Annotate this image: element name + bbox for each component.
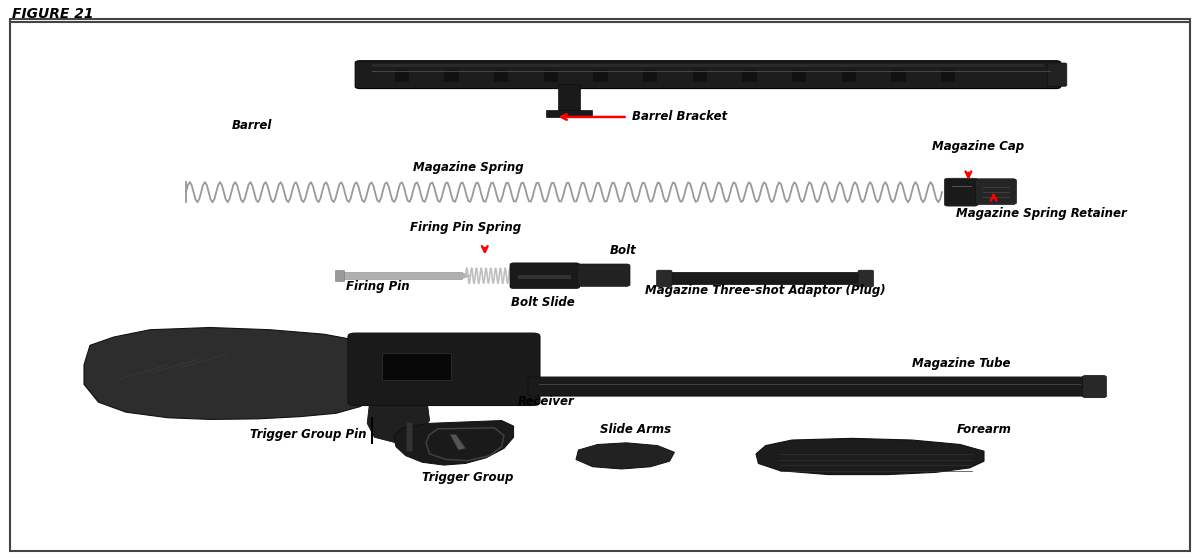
FancyBboxPatch shape bbox=[662, 272, 868, 285]
Polygon shape bbox=[756, 438, 984, 475]
Bar bbox=[941, 70, 955, 82]
Bar bbox=[518, 275, 571, 279]
Bar bbox=[406, 422, 412, 451]
Text: Receiver: Receiver bbox=[517, 395, 575, 408]
FancyBboxPatch shape bbox=[510, 263, 580, 289]
Text: Slide Arms: Slide Arms bbox=[600, 423, 672, 436]
Polygon shape bbox=[394, 421, 514, 465]
Bar bbox=[382, 353, 451, 380]
Text: Trigger Group: Trigger Group bbox=[422, 471, 514, 483]
Bar bbox=[395, 70, 409, 82]
Bar bbox=[593, 70, 607, 82]
Bar bbox=[792, 70, 806, 82]
Text: Firing Pin: Firing Pin bbox=[346, 280, 410, 292]
Bar bbox=[546, 110, 592, 117]
FancyBboxPatch shape bbox=[976, 179, 1016, 204]
Bar bbox=[892, 70, 906, 82]
Text: Firing Pin Spring: Firing Pin Spring bbox=[410, 221, 521, 234]
Bar bbox=[544, 70, 558, 82]
FancyBboxPatch shape bbox=[528, 377, 1091, 396]
Bar bbox=[692, 70, 707, 82]
Text: Magazine Spring: Magazine Spring bbox=[413, 160, 523, 174]
FancyBboxPatch shape bbox=[355, 61, 1061, 89]
FancyBboxPatch shape bbox=[858, 270, 874, 287]
Text: Magazine Three-shot Adaptor (Plug): Magazine Three-shot Adaptor (Plug) bbox=[646, 284, 886, 297]
Text: Forearm: Forearm bbox=[956, 423, 1012, 436]
Text: Barrel: Barrel bbox=[232, 119, 272, 132]
Bar bbox=[335, 270, 344, 281]
Bar bbox=[444, 70, 458, 82]
Bar bbox=[372, 65, 1044, 67]
Polygon shape bbox=[576, 443, 674, 469]
Text: Bolt Slide: Bolt Slide bbox=[510, 296, 575, 309]
FancyBboxPatch shape bbox=[656, 270, 672, 287]
Polygon shape bbox=[367, 402, 430, 443]
FancyBboxPatch shape bbox=[577, 264, 630, 286]
Text: Bolt: Bolt bbox=[610, 244, 636, 257]
Text: Trigger Group Pin: Trigger Group Pin bbox=[250, 428, 366, 441]
Bar bbox=[494, 70, 509, 82]
Bar bbox=[643, 70, 658, 82]
Bar bbox=[743, 70, 757, 82]
Text: Magazine Spring Retainer: Magazine Spring Retainer bbox=[956, 207, 1127, 220]
FancyBboxPatch shape bbox=[1082, 375, 1106, 398]
Text: FIGURE 21: FIGURE 21 bbox=[12, 7, 94, 21]
Polygon shape bbox=[450, 434, 466, 450]
Bar bbox=[342, 272, 462, 279]
Polygon shape bbox=[84, 328, 391, 419]
Bar bbox=[558, 84, 580, 114]
Text: Magazine Tube: Magazine Tube bbox=[912, 356, 1010, 370]
Text: Barrel Bracket: Barrel Bracket bbox=[632, 110, 727, 124]
Polygon shape bbox=[462, 272, 472, 279]
FancyBboxPatch shape bbox=[348, 333, 540, 405]
FancyBboxPatch shape bbox=[944, 178, 978, 206]
Bar bbox=[841, 70, 856, 82]
Text: Magazine Cap: Magazine Cap bbox=[932, 140, 1024, 153]
FancyBboxPatch shape bbox=[1048, 63, 1067, 86]
